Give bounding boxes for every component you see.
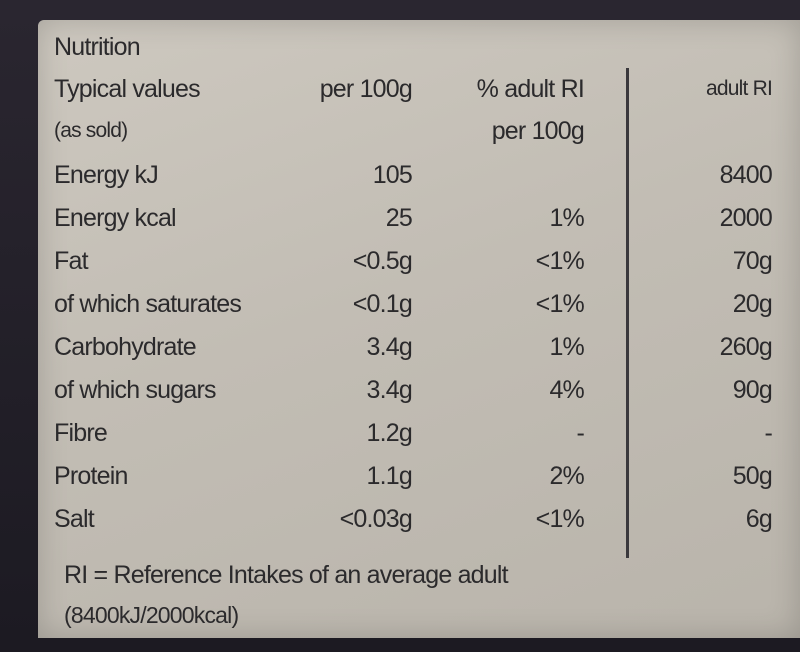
row-ri: 2000	[719, 204, 773, 232]
footnote-line1: RI = Reference Intakes of an average adu…	[64, 561, 509, 589]
row-per100g: 3.4g	[366, 376, 413, 404]
row-name: Energy kJ	[54, 161, 159, 189]
row-per100g: <0.5g	[352, 247, 413, 275]
column-divider	[626, 68, 629, 558]
nutrition-title: Nutrition	[54, 33, 141, 61]
row-name: of which saturates	[54, 290, 242, 318]
row-pct: 1%	[549, 204, 584, 232]
row-pct: -	[576, 419, 584, 447]
header-typical-values: Typical values	[54, 75, 201, 103]
footnote-line2: (8400kJ/2000kcal)	[64, 602, 239, 628]
row-name: of which sugars	[54, 376, 217, 404]
row-per100g: 105	[372, 161, 413, 189]
row-per100g: 3.4g	[366, 333, 413, 361]
row-pct: <1%	[535, 247, 585, 275]
row-pct: 1%	[549, 333, 584, 361]
row-name: Fat	[54, 247, 89, 275]
header-per-100g: per 100g	[319, 75, 413, 103]
row-pct: 4%	[549, 376, 584, 404]
row-ri: 70g	[732, 247, 773, 275]
row-ri: 8400	[719, 161, 773, 189]
row-pct: <1%	[535, 290, 585, 318]
row-ri: -	[764, 419, 772, 447]
nutrition-label: Nutrition Typical values (as sold) per 1…	[38, 20, 800, 638]
row-name: Carbohydrate	[54, 333, 197, 361]
header-adult-ri: adult RI	[706, 77, 773, 100]
row-per100g: <0.03g	[339, 505, 413, 533]
row-ri: 260g	[719, 333, 773, 361]
row-ri: 50g	[732, 462, 773, 490]
row-per100g: 1.1g	[366, 462, 413, 490]
row-name: Salt	[54, 505, 95, 533]
row-per100g: <0.1g	[352, 290, 413, 318]
row-per100g: 25	[385, 204, 413, 232]
row-name: Protein	[54, 462, 128, 490]
row-pct: <1%	[535, 505, 585, 533]
header-per-100g-2: per 100g	[491, 117, 585, 145]
row-name: Fibre	[54, 419, 108, 447]
row-ri: 20g	[732, 290, 773, 318]
header-as-sold: (as sold)	[54, 119, 128, 142]
row-pct: 2%	[549, 462, 584, 490]
row-ri: 90g	[732, 376, 773, 404]
row-ri: 6g	[745, 505, 773, 533]
row-name: Energy kcal	[54, 204, 177, 232]
row-per100g: 1.2g	[366, 419, 413, 447]
header-pct-adult-ri: % adult RI	[476, 75, 585, 103]
